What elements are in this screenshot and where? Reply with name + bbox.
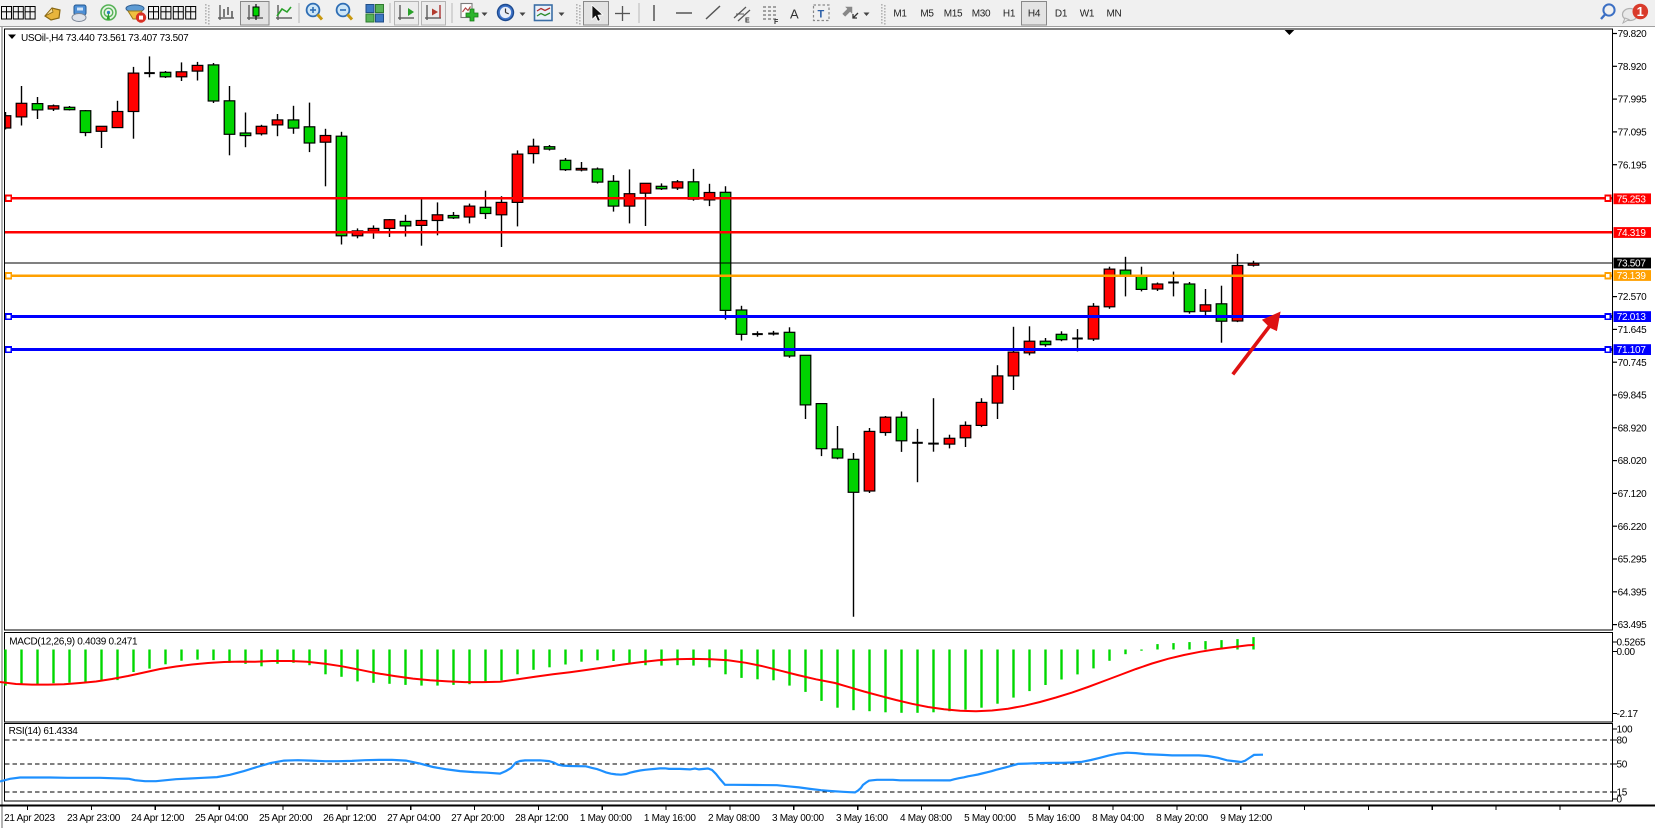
svg-text:79.820: 79.820 [1618, 29, 1648, 40]
svg-text:H4: H4 [1028, 9, 1041, 20]
svg-text:69.845: 69.845 [1618, 391, 1648, 402]
svg-text:D1: D1 [1055, 9, 1068, 20]
svg-text:25 Apr 20:00: 25 Apr 20:00 [259, 813, 313, 824]
svg-text:8 May 20:00: 8 May 20:00 [1156, 813, 1208, 824]
svg-text:-2.17: -2.17 [1617, 709, 1639, 720]
svg-text:73.139: 73.139 [1617, 271, 1647, 282]
svg-text:5 May 16:00: 5 May 16:00 [1028, 813, 1080, 824]
svg-text:3 May 00:00: 3 May 00:00 [772, 813, 824, 824]
svg-text:MN: MN [1107, 9, 1122, 20]
svg-text:1: 1 [1637, 4, 1644, 19]
svg-text:74.319: 74.319 [1617, 228, 1647, 239]
svg-text:77.095: 77.095 [1618, 128, 1648, 139]
svg-text:67.120: 67.120 [1618, 489, 1648, 500]
svg-text:M30: M30 [972, 9, 991, 20]
svg-text:50: 50 [1617, 760, 1628, 771]
svg-text:65.295: 65.295 [1618, 555, 1648, 566]
svg-text:0: 0 [1617, 795, 1623, 806]
svg-text:MACD(12,26,9) 0.4039 0.2471: MACD(12,26,9) 0.4039 0.2471 [9, 637, 138, 648]
svg-text:4 May 08:00: 4 May 08:00 [900, 813, 952, 824]
svg-text:80: 80 [1617, 736, 1628, 747]
svg-text:3 May 16:00: 3 May 16:00 [836, 813, 888, 824]
svg-text:71.107: 71.107 [1617, 345, 1647, 356]
svg-text:72.013: 72.013 [1617, 312, 1647, 323]
svg-text:0.5265: 0.5265 [1617, 638, 1647, 649]
svg-text:27 Apr 20:00: 27 Apr 20:00 [451, 813, 505, 824]
svg-text:W1: W1 [1080, 9, 1095, 20]
svg-text:USOil-,H4 73.440 73.561 73.40: USOil-,H4 73.440 73.561 73.407 73.507 [21, 33, 189, 44]
svg-text:M15: M15 [944, 9, 963, 20]
svg-text:2 May 08:00: 2 May 08:00 [708, 813, 760, 824]
svg-text:66.220: 66.220 [1618, 522, 1648, 533]
svg-text:78.920: 78.920 [1618, 62, 1648, 73]
svg-text:73.507: 73.507 [1617, 259, 1647, 270]
svg-text:28 Apr 12:00: 28 Apr 12:00 [515, 813, 569, 824]
svg-text:M1: M1 [893, 9, 907, 20]
svg-text:A: A [790, 7, 799, 22]
svg-text:77.995: 77.995 [1618, 95, 1648, 106]
svg-text:68.920: 68.920 [1618, 423, 1648, 434]
svg-text:64.395: 64.395 [1618, 587, 1648, 598]
svg-text:27 Apr 04:00: 27 Apr 04:00 [387, 813, 441, 824]
svg-text:15: 15 [1617, 788, 1628, 799]
svg-text:1 May 16:00: 1 May 16:00 [644, 813, 696, 824]
svg-text:75.253: 75.253 [1617, 194, 1647, 205]
svg-text:5 May 00:00: 5 May 00:00 [964, 813, 1016, 824]
svg-text:26 Apr 12:00: 26 Apr 12:00 [323, 813, 377, 824]
svg-text:23 Apr 23:00: 23 Apr 23:00 [67, 813, 121, 824]
svg-text:72.570: 72.570 [1618, 292, 1648, 303]
svg-text:F: F [774, 19, 779, 26]
svg-text:25 Apr 04:00: 25 Apr 04:00 [195, 813, 249, 824]
svg-text:21 Apr 2023: 21 Apr 2023 [4, 813, 55, 824]
svg-text:1 May 00:00: 1 May 00:00 [580, 813, 632, 824]
svg-text:70.745: 70.745 [1618, 358, 1648, 369]
svg-text:RSI(14) 61.4334: RSI(14) 61.4334 [9, 726, 79, 737]
svg-text:0.00: 0.00 [1617, 647, 1636, 658]
svg-text:H1: H1 [1003, 9, 1016, 20]
svg-text:E: E [745, 18, 750, 25]
svg-text:63.495: 63.495 [1618, 620, 1648, 631]
svg-text:76.195: 76.195 [1618, 160, 1648, 171]
svg-text:68.020: 68.020 [1618, 456, 1648, 467]
svg-text:100: 100 [1617, 725, 1634, 736]
svg-text:9 May 12:00: 9 May 12:00 [1220, 813, 1272, 824]
svg-text:71.645: 71.645 [1618, 325, 1648, 336]
svg-text:T: T [818, 9, 825, 21]
svg-text:8 May 04:00: 8 May 04:00 [1092, 813, 1144, 824]
svg-text:M5: M5 [920, 9, 934, 20]
svg-text:24 Apr 12:00: 24 Apr 12:00 [131, 813, 185, 824]
